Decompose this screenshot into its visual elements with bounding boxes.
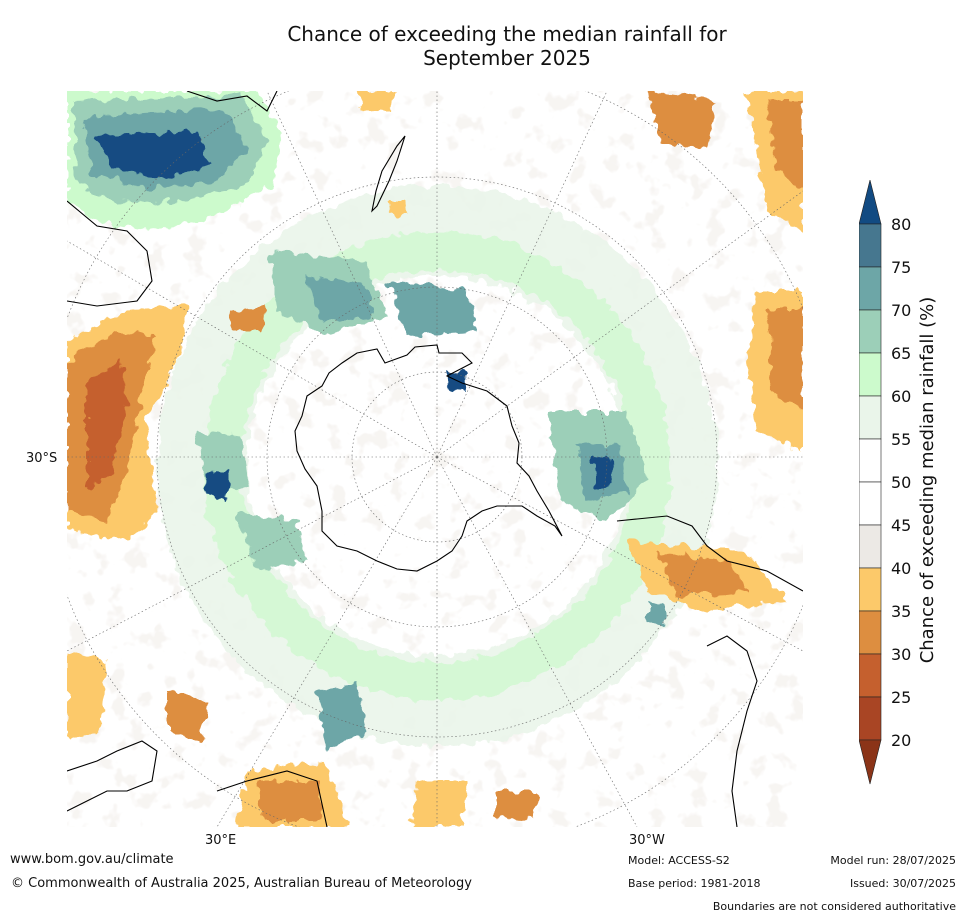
australia-coast xyxy=(67,200,153,307)
colorbar-segment xyxy=(859,309,882,354)
colorbar-tick-label: 70 xyxy=(891,301,911,320)
colorbar-extend-max xyxy=(859,180,882,225)
map-title: Chance of exceeding the median rainfall … xyxy=(0,22,965,70)
colorbar-tick-label: 35 xyxy=(891,602,911,621)
antarctica-coast xyxy=(294,344,563,572)
indonesia-coast xyxy=(186,91,278,112)
footer-issued: Issued: 30/07/2025 xyxy=(849,877,956,890)
colorbar-segment xyxy=(859,481,882,526)
lon-label-30w: 30°W xyxy=(629,833,665,848)
colorbar-segment xyxy=(859,567,882,612)
coastlines xyxy=(67,91,803,827)
polar-map-svg xyxy=(67,91,803,827)
colorbar-tick-label: 40 xyxy=(891,559,911,578)
footer-base-period: Base period: 1981-2018 xyxy=(628,877,761,890)
new-zealand-coast xyxy=(371,135,406,213)
colorbar-tick-label: 75 xyxy=(891,258,911,277)
colorbar-segment xyxy=(859,438,882,483)
colorbar: 20 25 30 35 40 45 50 55 60 65 70 75 80 xyxy=(859,180,911,785)
map-title-line1: Chance of exceeding the median rainfall … xyxy=(287,22,727,46)
southern-africa-coast xyxy=(67,740,158,812)
madagascar-coast xyxy=(216,770,328,827)
colorbar-tick-label: 60 xyxy=(891,387,911,406)
dry-anomalies xyxy=(67,91,803,827)
colorbar-segment xyxy=(859,266,882,311)
lon-label-30e: 30°E xyxy=(205,833,237,848)
south-america-coast xyxy=(616,515,803,592)
colorbar-segment xyxy=(859,223,882,268)
colorbar-tick-label: 55 xyxy=(891,430,911,449)
colorbar-tick-label: 25 xyxy=(891,688,911,707)
map-title-line2: September 2025 xyxy=(423,46,591,70)
colorbar-segment xyxy=(859,653,882,698)
wet-anomalies xyxy=(67,91,667,751)
colorbar-label: Chance of exceeding median rainfall (%) xyxy=(917,296,938,664)
colorbar-tick-label: 45 xyxy=(891,516,911,535)
footer-copyright: © Commonwealth of Australia 2025, Austra… xyxy=(11,876,472,891)
lat-label-30s: 30°S xyxy=(26,451,58,466)
footer-disclaimer: Boundaries are not considered authoritat… xyxy=(712,900,956,913)
colorbar-tick-label: 50 xyxy=(891,473,911,492)
colorbar-segment xyxy=(859,610,882,655)
colorbar-tick-label: 30 xyxy=(891,645,911,664)
graticule xyxy=(67,91,803,827)
colorbar-tick-label: 65 xyxy=(891,344,911,363)
colorbar-segment xyxy=(859,352,882,397)
colorbar-segment xyxy=(859,395,882,440)
footer-model: Model: ACCESS-S2 xyxy=(628,854,730,867)
colorbar-tick-label: 80 xyxy=(891,215,911,234)
colorbar-segment xyxy=(859,524,882,569)
africa-coast xyxy=(706,635,758,827)
footer-url[interactable]: www.bom.gov.au/climate xyxy=(10,852,174,867)
footer-model-run: Model run: 28/07/2025 xyxy=(830,854,956,867)
colorbar-tick-label: 20 xyxy=(891,731,911,750)
colorbar-segment xyxy=(859,696,882,741)
colorbar-extend-min xyxy=(859,739,882,785)
polar-map xyxy=(67,91,803,827)
